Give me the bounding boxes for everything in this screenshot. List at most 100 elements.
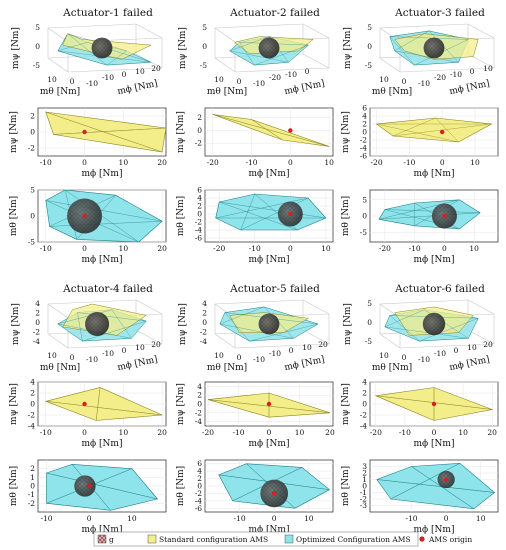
grid-line (467, 329, 495, 345)
x-tick-label: 0 (70, 77, 75, 86)
x-tick-label: -10 (86, 79, 98, 88)
mesh-line (390, 463, 461, 500)
mesh-line (53, 127, 166, 135)
x-axis-label: mθ [Nm] (372, 87, 412, 97)
grid-line (399, 67, 495, 73)
grid-line (47, 333, 69, 349)
legend: g Standard configuration AMS Optimized Con… (93, 531, 472, 547)
z-tick-label: 2 (35, 309, 40, 318)
x-tick-label: -10 (418, 355, 430, 364)
x-tick-label: 10 (469, 244, 479, 253)
ams-origin-point (82, 401, 87, 407)
y-tick-label: 0 (362, 482, 367, 491)
z-tick-label: -5 (365, 337, 373, 346)
mesh-line (384, 309, 425, 327)
x-axis-label: mϕ [Nm] (249, 255, 290, 265)
x-tick-label: 10 (304, 514, 314, 523)
z-tick-label: 0 (35, 42, 40, 51)
g-sphere-mesh (258, 313, 280, 335)
mesh-line (229, 50, 289, 63)
x-tick-label: 0 (237, 77, 242, 86)
grid-line (379, 299, 469, 305)
grid-line (379, 23, 469, 29)
y-tick-label: 2 (362, 120, 367, 129)
y-tick-label: 0 (30, 400, 35, 409)
mesh-line (224, 312, 250, 342)
legend-swatch-hatch (98, 535, 106, 543)
chart-panel: Actuator-1 failed 5 0 -5 10 0 -10 -10 0 10 20 mψ [N… (11, 7, 163, 97)
x-tick-label: 0 (288, 158, 293, 167)
x-tick-label: 10 (47, 351, 57, 360)
y-tick-label: -1 (28, 490, 35, 499)
y-axis-label: mϕ [Nm] (284, 355, 326, 373)
grid-line (67, 67, 163, 73)
y-tick-label: 2 (197, 474, 202, 483)
y-tick-label: 0 (30, 482, 35, 491)
mesh-line (49, 221, 163, 227)
y-axis-label: mϕ [Nm] (449, 79, 491, 97)
y-tick-label: 2 (30, 112, 35, 121)
x-axis-label: mϕ [Nm] (249, 525, 290, 535)
panel-title: Actuator-4 failed (62, 283, 153, 295)
y-tick-label: -10 (102, 349, 114, 358)
ams-origin-point (288, 211, 293, 217)
grid-line (234, 343, 330, 349)
mesh-line (82, 320, 147, 342)
y-tick-label: 0 (30, 212, 35, 221)
mesh-line (57, 42, 88, 52)
grid-line (214, 23, 304, 29)
y-tick-label: 10 (467, 343, 477, 352)
y-axis-label: mθ [Nm] (341, 466, 351, 506)
ams-origin-point (271, 491, 277, 496)
y-axis-label: mψ [Nm] (176, 383, 186, 425)
x-axis-label: mϕ [Nm] (82, 525, 123, 535)
y-axis-label: mψ [Nm] (176, 111, 186, 153)
mesh-line (111, 309, 132, 339)
y-tick-label: -2 (28, 411, 36, 420)
grid-line (214, 57, 236, 73)
x-tick-label: -10 (232, 428, 244, 437)
x-axis-label: mθ [Nm] (372, 363, 412, 373)
grid-line (67, 343, 163, 349)
g-sphere-mesh (91, 37, 113, 59)
x-tick-label: 10 (127, 514, 137, 523)
x-tick-label: 0 (70, 353, 75, 362)
panel-title: Actuator-5 failed (229, 283, 320, 295)
y-tick-label: 0 (362, 212, 367, 221)
y-axis-label: mθ [Nm] (176, 196, 186, 236)
mesh-line (389, 36, 469, 40)
grid-line (399, 343, 495, 349)
y-tick-label: 2 (197, 113, 202, 122)
grid-line (379, 333, 401, 349)
y-tick-label: -2 (195, 218, 203, 227)
legend-swatch (147, 534, 157, 544)
x-tick-label: 10 (119, 158, 129, 167)
g-sphere-mesh (423, 37, 445, 59)
z-tick-label: 0 (367, 42, 372, 51)
chart-panel: Actuator-3 failed 5 0 -5 10 0 -10 -20 -10 0 10 mψ [… (343, 7, 495, 97)
ams-origin-point (288, 128, 293, 133)
grid-line (214, 299, 304, 305)
y-tick-label: -4 (195, 417, 203, 426)
z-tick-label: 0 (202, 318, 207, 327)
x-tick-label: -10 (399, 428, 411, 437)
x-tick-label: 0 (82, 244, 87, 253)
x-tick-label: -10 (249, 244, 261, 253)
y-tick-label: 20 (151, 64, 161, 73)
x-tick-label: 10 (476, 514, 486, 523)
optimized-ams-shape (215, 193, 327, 231)
z-tick-label: -4 (33, 337, 41, 346)
y-tick-label: 0 (122, 70, 127, 79)
y-tick-label: -4 (195, 496, 203, 505)
chart-panel: -10 0 10 20 -2 0 2 mϕ [Nm] mψ [Nm] (9, 107, 167, 179)
z-tick-label: -4 (200, 337, 208, 346)
y-tick-label: -4 (28, 422, 36, 431)
y-tick-label: 2 (197, 202, 202, 211)
z-tick-label: -2 (200, 328, 208, 337)
ams-origin-point (266, 401, 272, 407)
y-axis-label: mϕ [Nm] (284, 79, 326, 97)
x-tick-label: -10 (40, 244, 52, 253)
z-tick-label: 0 (202, 42, 207, 51)
